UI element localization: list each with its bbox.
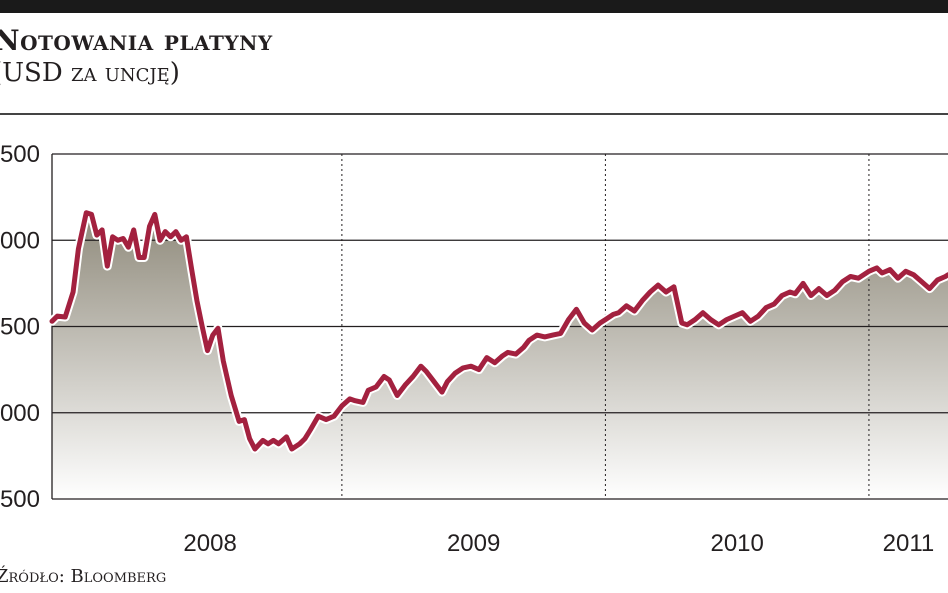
price-line <box>49 210 948 452</box>
x-tick-label: 2010 <box>710 530 763 557</box>
source-note: Źródło: Bloomberg <box>0 566 167 587</box>
header-rule <box>0 113 948 115</box>
chart-title: Notowania platyny <box>0 24 273 57</box>
x-tick-label: 2009 <box>447 530 500 557</box>
x-tick-label: 2011 <box>883 530 935 557</box>
chart-subtitle: (USD za uncję) <box>0 58 180 88</box>
top-bar <box>0 0 948 13</box>
y-tick-label: 500 <box>0 486 40 513</box>
x-tick-label: 2008 <box>183 530 236 557</box>
x-axis-ticks: 2008 2009 2010 2011 <box>183 530 934 557</box>
price-area <box>52 212 948 499</box>
y-tick-label: 1500 <box>0 314 40 341</box>
y-tick-label: 2500 <box>0 141 40 168</box>
line-layer <box>47 208 948 454</box>
gridlines <box>51 153 948 500</box>
y-tick-label: 1000 <box>0 400 40 427</box>
y-axis-ticks: 500 1000 1500 2000 2500 <box>0 141 40 513</box>
area-layer <box>52 212 948 499</box>
y-tick-label: 2000 <box>0 227 40 254</box>
